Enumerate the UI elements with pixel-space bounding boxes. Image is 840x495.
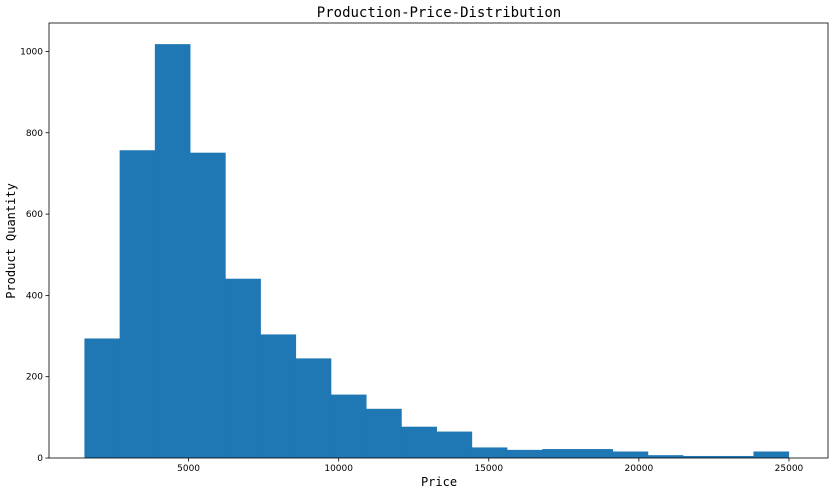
histogram-bar (225, 278, 261, 458)
x-axis-ticks: 5000 10000 15000 20000 25000 (177, 458, 804, 474)
x-axis-label: Price (421, 475, 457, 489)
y-tick-label: 600 (26, 210, 43, 220)
histogram-bar (753, 451, 790, 458)
bars-group (84, 44, 790, 458)
histogram-bar (119, 150, 156, 458)
histogram-bar (718, 455, 754, 458)
x-tick-label: 5000 (177, 464, 200, 474)
y-tick-label: 1000 (20, 47, 43, 57)
histogram-bar (577, 449, 614, 458)
histogram-bar (683, 455, 719, 458)
histogram-bar (260, 334, 297, 458)
plot-frame (48, 22, 829, 459)
y-axis-ticks: 0 200 400 600 800 1000 (20, 47, 49, 464)
chart-title: Production-Price-Distribution (317, 5, 561, 21)
histogram-bar (295, 358, 332, 458)
histogram-bar (330, 394, 367, 458)
x-tick-label: 20000 (625, 464, 654, 474)
y-tick-label: 400 (26, 291, 43, 301)
y-tick-label: 0 (37, 454, 43, 464)
y-axis-label: Product Quantity (4, 183, 18, 299)
y-tick-label: 200 (26, 373, 43, 383)
histogram-bar (401, 426, 437, 458)
histogram-bar (190, 152, 226, 458)
histogram-bar (506, 449, 543, 458)
histogram-bar (612, 451, 649, 458)
histogram-bar (154, 44, 191, 458)
y-tick-label: 800 (26, 129, 43, 139)
histogram-bar (436, 431, 473, 458)
histogram-bar (471, 447, 508, 458)
x-tick-label: 10000 (324, 464, 353, 474)
histogram-bar (366, 408, 402, 458)
x-tick-label: 25000 (775, 464, 804, 474)
x-tick-label: 15000 (474, 464, 503, 474)
histogram-bar (84, 338, 121, 458)
histogram-bar (647, 455, 684, 458)
histogram-bar (542, 449, 578, 458)
